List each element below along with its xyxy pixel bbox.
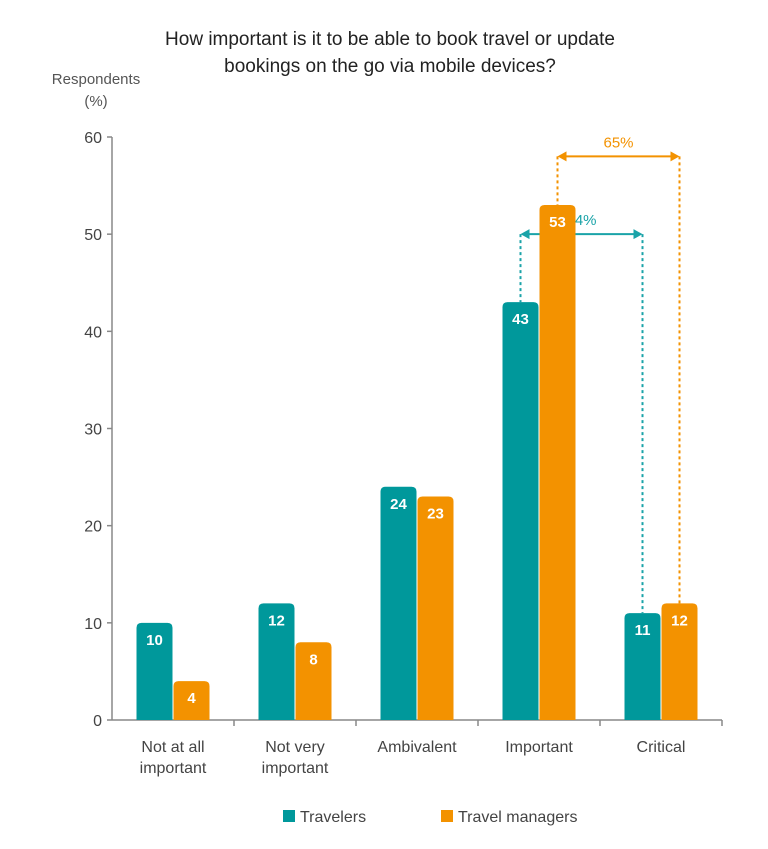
annotation-label: 65% xyxy=(603,134,633,151)
bar-travelers xyxy=(624,613,661,720)
bar-value-label: 4 xyxy=(187,690,196,707)
annotation-arrowhead-right xyxy=(670,151,680,162)
x-category-label: important xyxy=(140,760,207,777)
y-axis-title: Respondents (%) xyxy=(52,71,140,110)
bar-travel-managers xyxy=(661,603,698,720)
bar-value-label: 10 xyxy=(146,632,163,649)
annotation-arrowhead-left xyxy=(520,229,530,240)
y-tick-label: 50 xyxy=(84,227,102,244)
legend: Travelers Travel managers xyxy=(283,809,577,826)
y-tick-label: 20 xyxy=(84,519,102,536)
annotation-arrowhead-left xyxy=(557,151,567,162)
bar-value-label: 43 xyxy=(512,311,529,328)
bar-value-label: 12 xyxy=(671,612,688,629)
axes: 0 10 20 30 40 50 60 Not at all important Not very… xyxy=(84,130,723,777)
annotation-arrowhead-right xyxy=(633,229,643,240)
x-category-label: important xyxy=(262,760,329,777)
bar-travel-managers xyxy=(295,642,332,720)
chart-title-line-1: How important is it to be able to book t… xyxy=(165,29,615,50)
y-tick-label: 10 xyxy=(84,616,102,633)
annotation-bracket: 65% xyxy=(556,134,681,604)
legend-item: Travelers xyxy=(283,809,366,826)
chart-title: How important is it to be able to book t… xyxy=(165,29,615,77)
legend-swatch xyxy=(283,810,295,822)
bar-travel-managers xyxy=(417,496,454,720)
x-category-label: Important xyxy=(505,739,573,756)
bar-travelers xyxy=(380,486,417,720)
bar-value-label: 53 xyxy=(549,214,566,231)
bar-travelers xyxy=(502,302,539,720)
bars: 10 12 24 43 11 4 8 23 53 12 xyxy=(136,205,698,720)
bar-value-label: 8 xyxy=(309,651,317,668)
y-tick-label: 40 xyxy=(84,324,102,341)
y-axis-title-line-1: Respondents xyxy=(52,71,140,88)
x-category-label: Not at all xyxy=(141,739,204,756)
bar-value-label: 24 xyxy=(390,496,407,513)
x-category-label: Ambivalent xyxy=(377,739,457,756)
annotation-bracket: 54% xyxy=(519,212,644,614)
bar-travelers xyxy=(136,622,173,720)
y-axis-title-line-2: (%) xyxy=(84,93,107,110)
x-category-label: Not very xyxy=(265,739,325,756)
bar-value-label: 12 xyxy=(268,612,285,629)
bar-travel-managers xyxy=(539,205,576,720)
bar-travel-managers xyxy=(173,681,210,720)
y-tick-label: 0 xyxy=(93,713,102,730)
chart-title-line-2: bookings on the go via mobile devices? xyxy=(224,56,556,77)
y-tick-label: 60 xyxy=(84,130,102,147)
x-category-label: Critical xyxy=(637,739,686,756)
y-tick-label: 30 xyxy=(84,422,102,439)
bar-value-label: 23 xyxy=(427,506,444,523)
bar-value-label: 11 xyxy=(635,622,651,639)
legend-swatch xyxy=(441,810,453,822)
legend-item: Travel managers xyxy=(441,809,577,826)
legend-label: Travelers xyxy=(300,809,366,826)
bar-travelers xyxy=(258,603,295,720)
legend-label: Travel managers xyxy=(458,809,577,826)
